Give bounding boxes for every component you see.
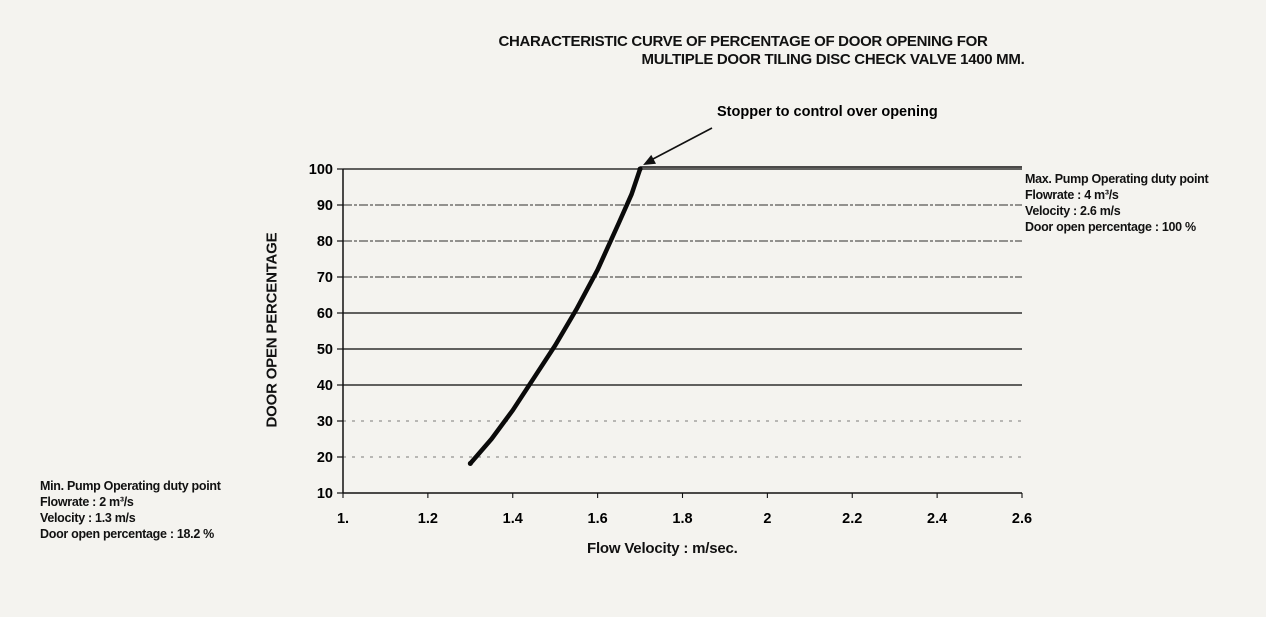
y-axis-label: DOOR OPEN PERCENTAGE xyxy=(263,232,281,428)
y-tick-label-10: 10 xyxy=(317,486,333,502)
grid-lines xyxy=(343,166,1022,458)
stopper-label: Stopper to control over opening xyxy=(717,104,938,120)
tick-labels: 100 90 80 70 60 50 40 30 20 101. 1.2 1.4 1.6 1.8 2 2.2 2… xyxy=(309,162,1032,527)
y-tick-label-30: 30 xyxy=(317,414,333,430)
axes xyxy=(337,168,1023,498)
min-note-line-4: Door open percentage : 18.2 % xyxy=(40,527,214,541)
series-curve-0 xyxy=(468,166,643,466)
series-layer xyxy=(467,166,643,466)
x-tick-label-1: 1.2 xyxy=(418,511,438,527)
stopper-arrow xyxy=(650,127,713,161)
x-tick-label-4: 1.8 xyxy=(672,511,692,527)
chart-subtitle: MULTIPLE DOOR TILING DISC CHECK VALVE 14… xyxy=(641,51,1025,68)
y-tick-label-100: 100 xyxy=(309,162,333,178)
max-note-line-2: Flowrate : 4 m³/s xyxy=(1025,188,1119,202)
y-tick-label-50: 50 xyxy=(317,342,333,358)
max-note-line-1: Max. Pump Operating duty point xyxy=(1025,172,1209,186)
annotation-layer: Stopper to control over opening xyxy=(643,104,938,165)
y-tick-label-80: 80 xyxy=(317,234,333,250)
x-tick-label-2: 1.4 xyxy=(503,511,523,527)
x-tick-label-8: 2.6 xyxy=(1012,511,1032,527)
max-note-line-4: Door open percentage : 100 % xyxy=(1025,220,1196,234)
max-note-line-3: Velocity : 2.6 m/s xyxy=(1025,204,1121,218)
min-duty-point-note: Min. Pump Operating duty point Flowrate … xyxy=(40,478,221,542)
min-duty-point-marker xyxy=(467,460,473,466)
y-tick-label-20: 20 xyxy=(317,450,333,466)
min-note-line-3: Velocity : 1.3 m/s xyxy=(40,511,136,525)
min-note-line-1: Min. Pump Operating duty point xyxy=(40,479,221,493)
x-tick-label-6: 2.2 xyxy=(842,511,862,527)
y-tick-label-60: 60 xyxy=(317,306,333,322)
x-tick-label-7: 2.4 xyxy=(927,511,947,527)
x-axis-label: Flow Velocity : m/sec. xyxy=(587,540,738,557)
y-tick-label-70: 70 xyxy=(317,270,333,286)
min-note-line-2: Flowrate : 2 m³/s xyxy=(40,495,134,509)
stopper-arrowhead xyxy=(643,154,657,165)
y-tick-label-40: 40 xyxy=(317,378,333,394)
x-tick-label-3: 1.6 xyxy=(588,511,608,527)
max-duty-point-marker xyxy=(637,166,643,172)
max-duty-point-note: Max. Pump Operating duty point Flowrate … xyxy=(1025,171,1209,235)
y-tick-label-90: 90 xyxy=(317,198,333,214)
chart-title: CHARACTERISTIC CURVE OF PERCENTAGE OF DO… xyxy=(498,33,988,50)
x-tick-label-0: 1. xyxy=(337,511,349,527)
x-tick-label-5: 2 xyxy=(763,511,771,527)
